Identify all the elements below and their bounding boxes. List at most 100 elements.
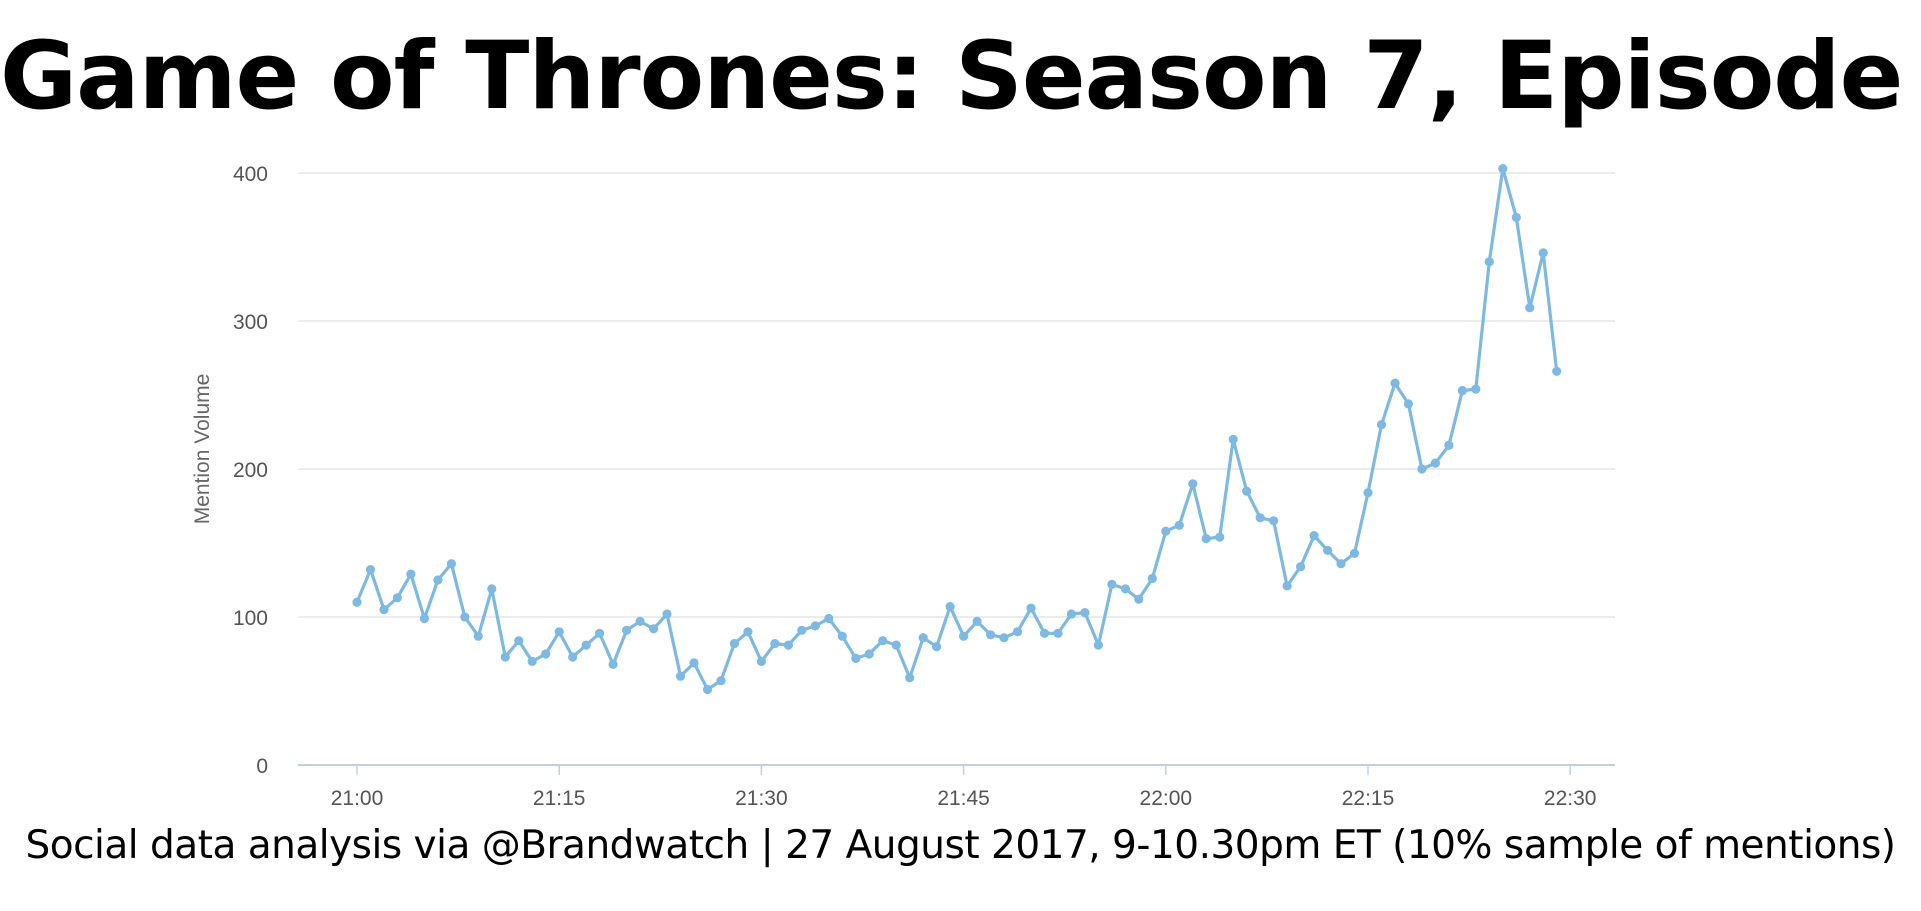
chart-title: Game of Thrones: Season 7, Episode 7 (0, 22, 1921, 131)
series-line (355, 167, 1559, 692)
chart-footer-source: Social data analysis via @Brandwatch | 2… (25, 823, 1896, 868)
data-point (1511, 212, 1521, 222)
data-point (729, 639, 740, 649)
data-point (864, 649, 874, 659)
data-point (689, 658, 699, 668)
data-point (1282, 581, 1292, 591)
data-point (662, 609, 672, 619)
data-point (541, 649, 551, 659)
data-point (635, 616, 645, 627)
data-point (1147, 573, 1157, 584)
data-point (1309, 531, 1319, 541)
data-point (1120, 584, 1130, 594)
data-point (581, 640, 591, 650)
data-point (891, 640, 901, 650)
data-point (649, 624, 659, 634)
data-point (1039, 628, 1050, 638)
data-point (1134, 594, 1144, 604)
data-point (608, 659, 618, 670)
data-point (500, 652, 510, 662)
x-tick-label: 21:00 (331, 787, 384, 810)
data-point (1269, 516, 1279, 526)
data-point (851, 653, 861, 664)
x-tick-label: 21:45 (937, 787, 990, 810)
data-point (1417, 464, 1427, 474)
data-point (824, 613, 834, 624)
data-point (1525, 303, 1535, 313)
data-point (1444, 440, 1454, 450)
data-point (837, 631, 847, 641)
x-tick-label: 22:15 (1342, 787, 1395, 810)
data-point (1201, 534, 1211, 544)
data-point (1026, 603, 1036, 613)
data-point (1471, 384, 1481, 394)
data-point (419, 613, 429, 624)
data-point (379, 605, 389, 615)
data-point (1242, 486, 1252, 496)
axes: 0 100 200 300 400 21:00 21:15 21:30 21:45 22:00 22… (233, 163, 1615, 810)
data-point (406, 569, 416, 579)
series-line-layer (355, 167, 1559, 692)
data-point (352, 597, 362, 607)
data-point (1188, 479, 1198, 489)
data-point (918, 633, 928, 643)
data-point (1457, 386, 1467, 396)
data-point (959, 631, 969, 641)
data-point (770, 639, 780, 649)
data-point (1349, 548, 1360, 559)
y-tick-label: 400 (233, 163, 268, 186)
data-point (1484, 257, 1494, 267)
data-point (986, 630, 996, 640)
data-point (905, 673, 915, 683)
y-tick-label: 0 (256, 755, 268, 778)
data-point (756, 656, 767, 667)
y-tick-label: 300 (233, 311, 268, 334)
data-point (1174, 520, 1184, 530)
data-point (514, 636, 524, 646)
y-tick-label: 200 (233, 459, 268, 482)
data-point (1012, 627, 1023, 637)
data-point (473, 631, 483, 641)
data-point (1093, 640, 1103, 650)
data-point (783, 640, 794, 650)
data-point (1066, 609, 1076, 619)
data-point (1363, 488, 1373, 498)
y-tick-label: 100 (233, 607, 268, 630)
data-point (433, 575, 443, 585)
data-point (1296, 562, 1306, 572)
x-tick-label: 22:00 (1140, 787, 1193, 810)
x-tick-label: 21:15 (533, 787, 586, 810)
data-point (1376, 420, 1387, 430)
data-point (1161, 526, 1171, 536)
y-axis-title: Mention Volume (191, 374, 214, 525)
data-point (1323, 545, 1333, 556)
data-point (1107, 579, 1117, 590)
data-point (1080, 608, 1090, 618)
data-point (810, 621, 820, 631)
data-point (945, 602, 955, 612)
data-point (365, 565, 376, 575)
data-point (1538, 248, 1548, 258)
data-point (1390, 378, 1400, 388)
data-point (527, 656, 537, 667)
data-point (1215, 532, 1225, 542)
data-point (1552, 366, 1562, 376)
data-point (446, 559, 456, 569)
data-point (702, 684, 713, 695)
data-point (622, 625, 632, 635)
data-point (568, 652, 578, 662)
data-point (878, 636, 888, 646)
data-point (487, 584, 497, 594)
data-point (460, 612, 470, 622)
data-point (1498, 164, 1508, 174)
series-points-layer (352, 164, 1562, 695)
data-point (1228, 434, 1238, 444)
data-point (1430, 458, 1440, 468)
data-point (797, 625, 807, 635)
data-point (743, 627, 753, 637)
data-point (972, 616, 982, 627)
data-point (675, 671, 686, 681)
x-tick-label: 22:30 (1544, 787, 1597, 810)
